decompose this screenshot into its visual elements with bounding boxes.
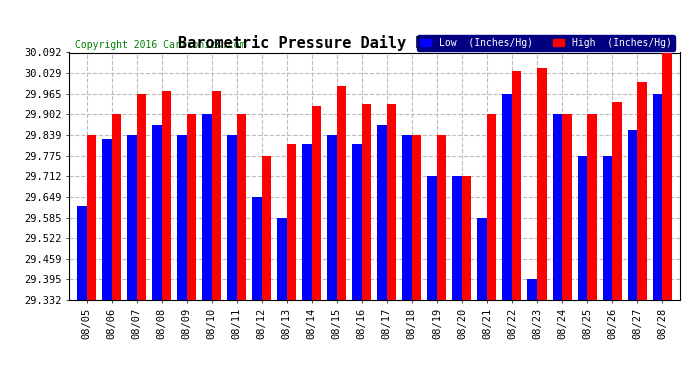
Bar	[77, 206, 86, 300]
Bar	[602, 156, 612, 300]
Bar	[212, 91, 221, 300]
Bar	[302, 144, 312, 300]
Bar	[186, 114, 196, 300]
Legend: Low  (Inches/Hg), High  (Inches/Hg): Low (Inches/Hg), High (Inches/Hg)	[417, 35, 675, 51]
Bar	[227, 135, 237, 300]
Bar	[653, 94, 662, 300]
Bar	[453, 176, 462, 300]
Bar	[662, 53, 671, 300]
Bar	[427, 176, 437, 300]
Bar	[287, 144, 296, 300]
Bar	[462, 176, 471, 300]
Bar	[353, 144, 362, 300]
Bar	[437, 135, 446, 300]
Bar	[237, 114, 246, 300]
Bar	[377, 126, 387, 300]
Bar	[487, 114, 497, 300]
Bar	[253, 197, 262, 300]
Bar	[161, 91, 171, 300]
Bar	[587, 114, 597, 300]
Bar	[337, 86, 346, 300]
Bar	[502, 94, 512, 300]
Bar	[86, 135, 96, 300]
Bar	[612, 102, 622, 300]
Bar	[512, 71, 522, 300]
Bar	[277, 217, 287, 300]
Bar	[312, 106, 322, 300]
Bar	[628, 130, 637, 300]
Bar	[112, 114, 121, 300]
Bar	[578, 156, 587, 300]
Bar	[262, 156, 271, 300]
Bar	[637, 82, 647, 300]
Bar	[202, 114, 212, 300]
Bar	[553, 114, 562, 300]
Bar	[387, 104, 396, 300]
Bar	[477, 217, 487, 300]
Bar	[562, 114, 571, 300]
Bar	[327, 135, 337, 300]
Bar	[402, 135, 412, 300]
Bar	[537, 68, 546, 300]
Bar	[127, 135, 137, 300]
Bar	[102, 140, 112, 300]
Text: Copyright 2016 Cartronics.com: Copyright 2016 Cartronics.com	[75, 40, 246, 50]
Title: Barometric Pressure Daily High/Low 20160829: Barometric Pressure Daily High/Low 20160…	[178, 35, 571, 51]
Bar	[177, 135, 186, 300]
Bar	[362, 104, 371, 300]
Bar	[152, 126, 161, 300]
Bar	[412, 135, 422, 300]
Bar	[527, 279, 537, 300]
Bar	[137, 94, 146, 300]
